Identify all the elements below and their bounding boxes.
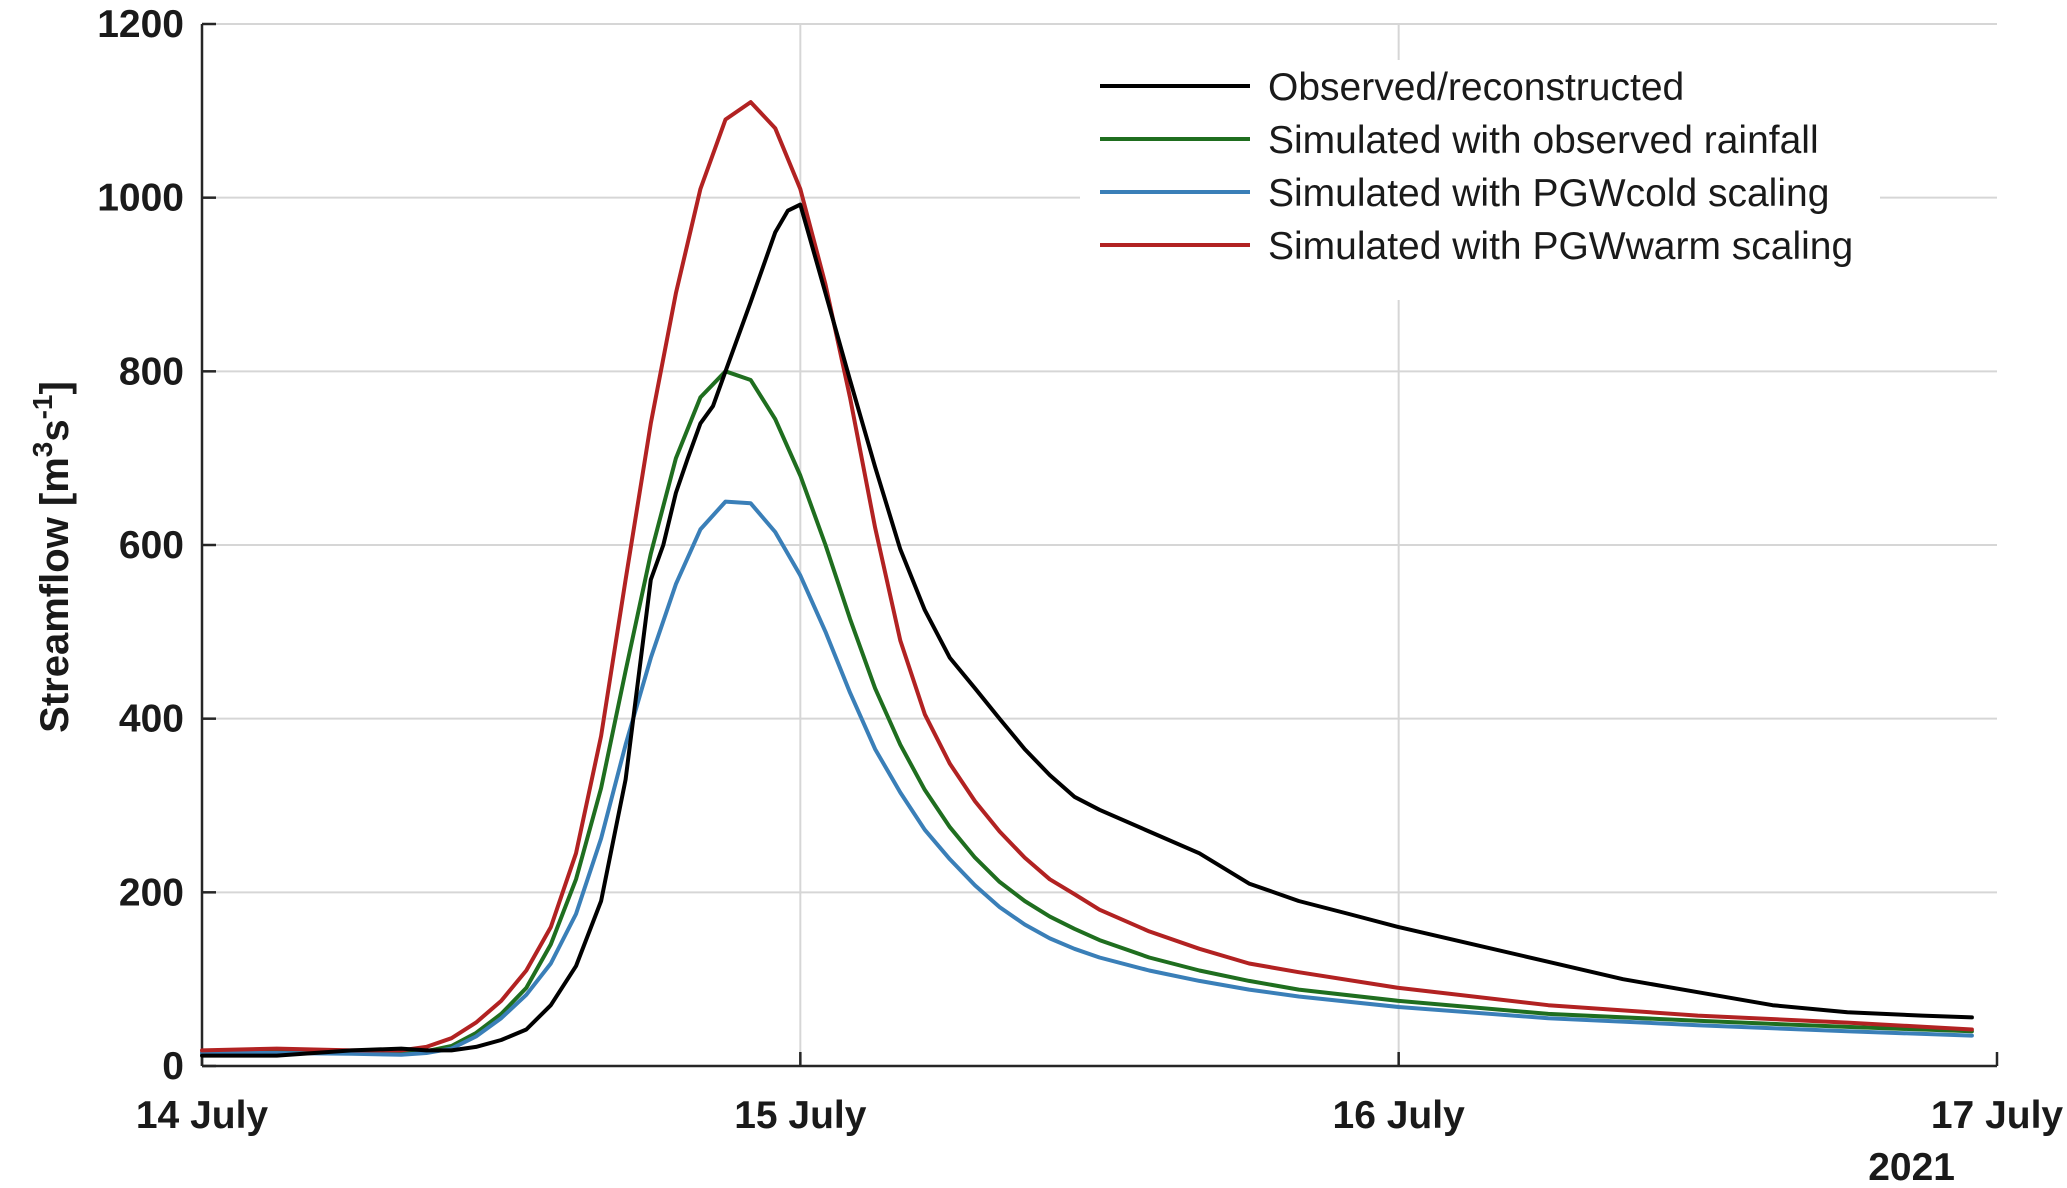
series-line-0 xyxy=(200,202,1974,1058)
legend-box xyxy=(1080,60,1880,300)
legend-label: Simulated with observed rainfall xyxy=(1268,119,1819,162)
y-tick-label: 600 xyxy=(119,524,184,567)
series-line-1 xyxy=(200,369,1974,1055)
y-axis-title-main: Streamflow [m xyxy=(33,457,77,733)
y-tick-label: 0 xyxy=(162,1045,184,1088)
legend: Observed/reconstructed Simulated with obs… xyxy=(1080,60,1880,300)
legend-label: Simulated with PGWwarm scaling xyxy=(1268,225,1853,268)
series-line-2 xyxy=(200,499,1974,1057)
x-tick-label: 16 July xyxy=(1333,1094,1466,1137)
series-lines xyxy=(200,100,1974,1058)
axes: 0 200 400 600 800 1000 1200 14 July 15 July 16 Ju… xyxy=(97,3,2063,1137)
x-year-label: 2021 xyxy=(1868,1146,1955,1188)
legend-label: Simulated with PGWcold scaling xyxy=(1268,172,1829,215)
y-axis-title: Streamflow [m3s-1] xyxy=(27,381,77,733)
series-line-3 xyxy=(200,100,1974,1053)
y-axis-title-sup1: 3 xyxy=(27,442,58,458)
y-tick-label: 400 xyxy=(119,698,184,741)
y-tick-label: 200 xyxy=(119,871,184,914)
y-tick-label: 1200 xyxy=(97,3,184,46)
y-axis-title-mid: s xyxy=(33,419,77,441)
x-tick-label: 14 July xyxy=(136,1094,269,1137)
x-tick-label: 17 July xyxy=(1931,1094,2064,1137)
y-axis-title-end: ] xyxy=(33,381,77,394)
legend-label: Observed/reconstructed xyxy=(1268,66,1684,109)
y-tick-label: 800 xyxy=(119,350,184,393)
x-tick-label: 15 July xyxy=(734,1094,867,1137)
y-tick-label: 1000 xyxy=(97,177,184,220)
y-axis-title-sup2: -1 xyxy=(27,394,58,419)
